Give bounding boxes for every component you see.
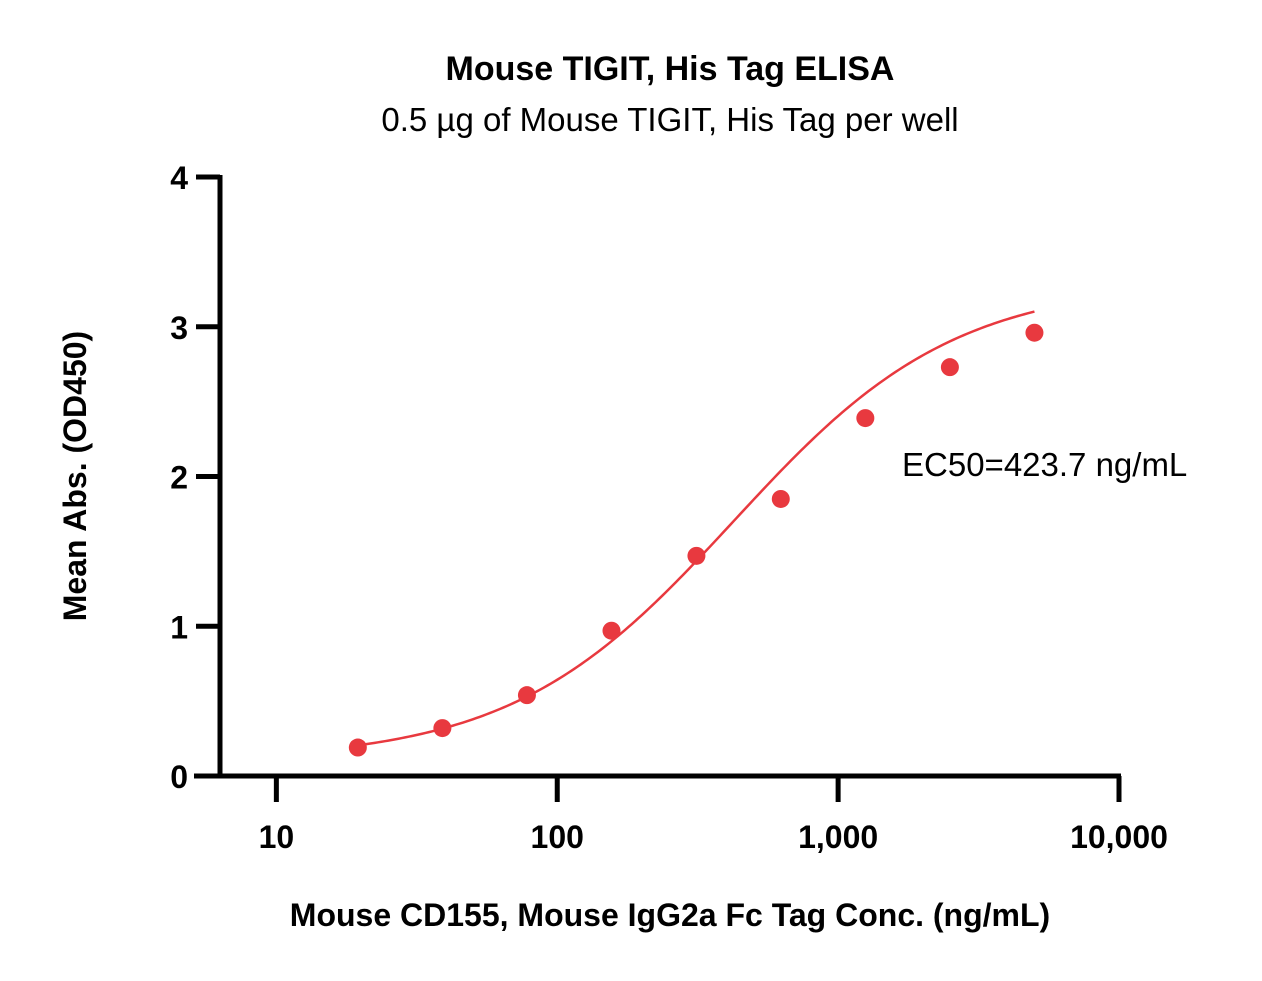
data-points-layer	[348, 323, 1044, 757]
data-point	[517, 686, 536, 705]
x-tick-label: 1,000	[798, 819, 878, 855]
data-point	[771, 489, 790, 508]
chart-subtitle: 0.5 µg of Mouse TIGIT, His Tag per well	[381, 101, 958, 138]
chart-title: Mouse TIGIT, His Tag ELISA	[446, 50, 895, 88]
data-point	[348, 738, 367, 757]
x-tick-label: 10,000	[1070, 819, 1168, 855]
x-axis: 10 100 1,000 10,000	[194, 773, 1168, 855]
y-axis-label: Mean Abs. (OD450)	[57, 331, 93, 621]
x-tick-label: 100	[531, 819, 584, 855]
data-point	[433, 719, 452, 738]
data-point	[602, 621, 621, 640]
x-tick-label: 10	[259, 819, 295, 855]
y-tick-label: 1	[170, 609, 188, 645]
ec50-annotation: EC50=423.7 ng/mL	[902, 446, 1187, 483]
y-tick-label: 4	[170, 160, 188, 196]
y-tick-label: 3	[170, 310, 188, 346]
fit-curve-layer	[357, 310, 1035, 747]
x-axis-label: Mouse CD155, Mouse IgG2a Fc Tag Conc. (n…	[290, 897, 1050, 933]
y-axis: 0 1 2 3 4	[170, 160, 223, 795]
data-point	[856, 409, 875, 428]
y-tick-label: 2	[170, 460, 188, 496]
data-point	[1025, 323, 1044, 342]
y-tick-label: 0	[170, 759, 188, 795]
data-point	[940, 358, 959, 377]
data-point	[687, 546, 706, 565]
fit-curve	[357, 310, 1035, 747]
